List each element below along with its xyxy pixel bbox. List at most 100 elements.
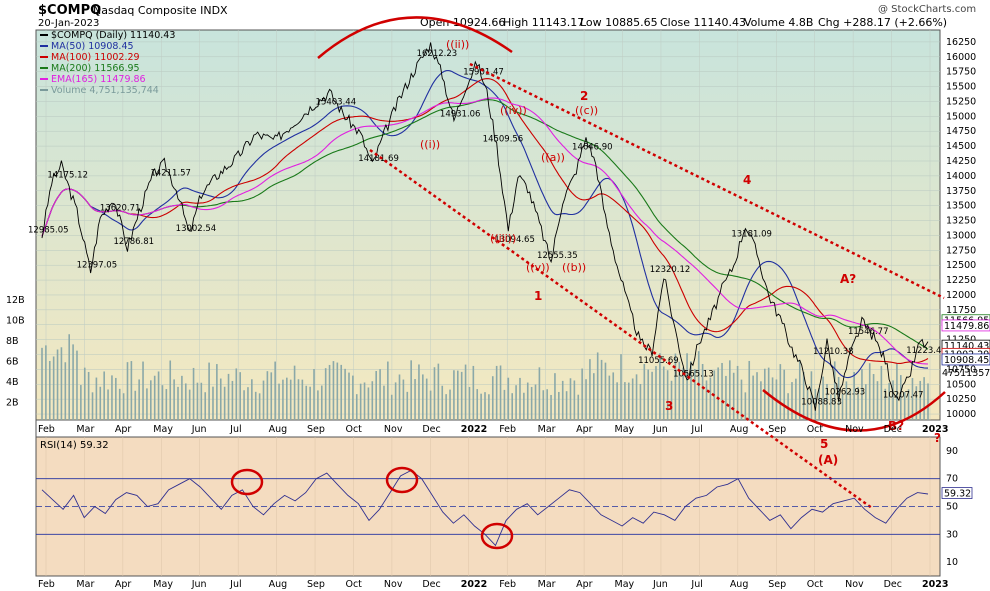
volume-bar [64,362,67,420]
volume-bar [406,391,409,420]
volume-bar [390,394,393,420]
price-point-labels: 12985.05 14175.12 12397.05 13620.71 12786.81… [28,49,947,408]
volume-bar [624,382,626,420]
chart-index-name: Nasdaq Composite INDX [93,4,228,17]
volume-bar [173,379,175,420]
volume-bar [95,377,98,420]
month-label-bottom: Sep [307,579,325,590]
volume-bar [348,372,350,420]
header-high: High 11143.17 [503,16,584,29]
volume-bar [270,372,273,420]
volume-bar [45,345,47,420]
month-label-bottom: Dec [422,579,440,590]
price-point-label: 13094.65 [494,235,535,245]
volume-bar [192,367,195,420]
volume-bar [111,375,113,420]
volume-bar [324,368,327,420]
volume-bar [80,385,82,420]
wave-label: ? [934,431,941,445]
volume-bar [239,372,241,420]
legend-label: EMA(165) 11479.86 [51,74,146,85]
volume-bar [798,360,801,420]
month-label-top: Jul [229,424,241,435]
volume-bar [830,394,832,420]
month-label-bottom: Mar [76,579,94,590]
month-label-bottom: Nov [845,579,864,590]
month-label-top: Jun [652,424,668,435]
volume-bar [659,353,661,420]
price-point-label: 10207.47 [883,391,924,401]
volume-bar [833,361,836,420]
volume-bar [806,389,809,420]
price-point-label: 11210.38 [813,347,854,357]
volume-bar [394,382,397,420]
chart-date: 20-Jan-2023 [38,18,99,29]
volume-bar [662,366,665,420]
price-tick-label: 15250 [946,96,976,107]
volume-bar [437,363,440,420]
last-value-box [941,353,990,366]
price-tick-label: 15500 [946,82,976,93]
volume-bar [453,370,455,420]
volume-bar [736,365,739,420]
rsi-tick-label: 10 [946,557,958,568]
volume-bar [184,383,187,420]
price-tick-label: 12500 [946,260,976,271]
rsi-tick-label: 70 [946,474,958,485]
price-point-label: 12786.81 [113,237,154,247]
volume-bar [332,361,335,420]
volume-bar [616,382,618,420]
rsi-tick-label: 90 [946,446,958,457]
legend-label: Volume 4,751,135,744 [51,85,159,96]
volume-bar [872,374,875,420]
volume-bar [647,369,650,420]
volume-bar [480,393,482,420]
volume-bar [254,391,257,420]
volume-bar [612,372,615,420]
volume-bar [554,373,556,420]
month-label-bottom: Sep [768,579,786,590]
wave-label: ((a)) [541,151,565,164]
volume-bar [134,390,137,420]
wave-label: B? [888,419,904,433]
wave-annotations: ((i)) ((ii)) ((iii)) ((iv)) ((v)) ((a)) ((b)) (… [317,16,946,510]
volume-bar [795,378,797,420]
volume-bar [262,380,265,420]
volume-bar [456,370,459,420]
price-point-label: 11223.41 [906,346,947,356]
volume-bar [569,378,572,420]
last-value-label: 11140.43 [944,341,989,352]
price-point-label: 14509.56 [483,135,524,145]
volume-bar [76,350,78,420]
volume-bar [822,376,824,420]
volume-bar [227,373,230,420]
volume-bar [200,382,203,420]
volume-bar [748,360,751,420]
month-label-bottom: Oct [807,579,824,590]
volume-bar [247,387,249,420]
top-arc [317,16,513,59]
volume-bar [861,369,863,420]
rsi-highlight-circle [385,466,419,494]
volume-bar [410,360,412,420]
volume-bar [519,377,521,420]
price-point-label: 12320.12 [650,265,691,275]
last-value-label: 11479.86 [944,321,989,332]
volume-bar [814,389,817,420]
price-tick-label: 13250 [946,216,976,227]
volume-tick-label: 4B [6,377,19,388]
volume-bar [911,378,914,420]
volume-bar [317,390,319,420]
month-label-top: Sep [307,424,325,435]
volume-bar [503,389,506,420]
wave-label: 5 [820,437,828,451]
rsi-tick-label: 30 [946,529,958,540]
month-label-top: 2022 [461,424,487,435]
price-point-label: 14181.69 [358,154,399,164]
volume-bar [701,363,704,420]
price-tick-label: 13500 [946,201,976,212]
volume-bar [223,386,226,420]
volume-bar [857,386,859,420]
axes: 1625016000157501550015250150001475014500… [6,37,990,590]
month-label-bottom: Nov [384,579,403,590]
